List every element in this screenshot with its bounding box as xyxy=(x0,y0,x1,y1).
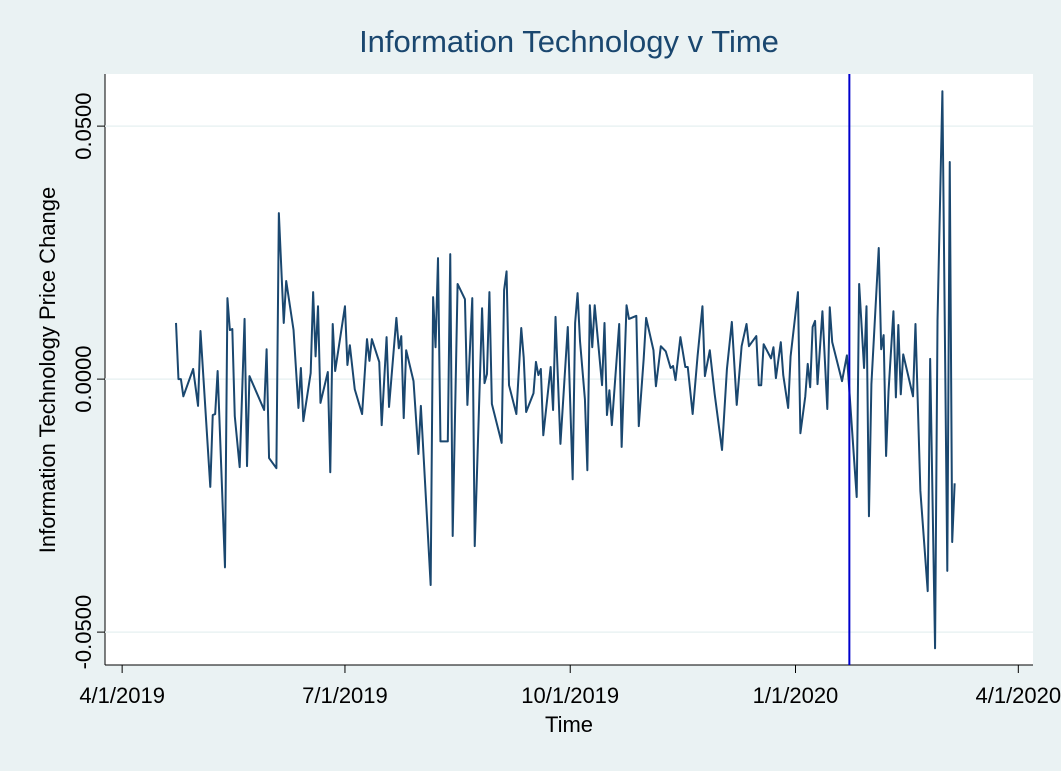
x-tick-label: 10/1/2019 xyxy=(521,683,619,708)
y-tick-label: 0.0000 xyxy=(71,345,96,412)
x-tick-label: 4/1/2019 xyxy=(79,683,165,708)
y-tick-label: 0.0500 xyxy=(71,92,96,159)
y-tick-label: -0.0500 xyxy=(71,595,96,670)
data-line xyxy=(175,90,956,650)
y-axis-label: Information Technology Price Change xyxy=(35,187,60,553)
x-axis-label: Time xyxy=(545,712,593,737)
x-tick-label: 4/1/2020 xyxy=(975,683,1061,708)
x-tick-label: 1/1/2020 xyxy=(753,683,839,708)
x-tick-label: 7/1/2019 xyxy=(302,683,388,708)
chart-title: Information Technology v Time xyxy=(359,24,779,59)
